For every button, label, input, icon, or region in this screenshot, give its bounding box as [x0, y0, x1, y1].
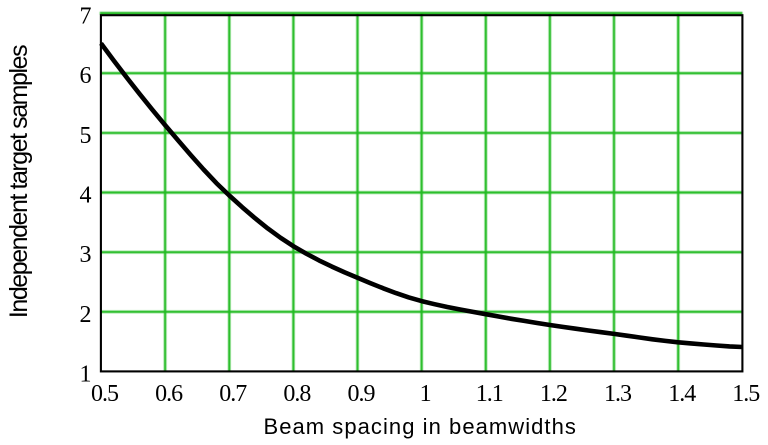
- svg-text:Independent target samples: Independent target samples: [5, 45, 33, 318]
- svg-text:1.2: 1.2: [540, 381, 567, 407]
- svg-text:0.9: 0.9: [348, 381, 376, 407]
- svg-text:0.5: 0.5: [91, 381, 119, 407]
- svg-text:Beam spacing in beamwidths: Beam spacing in beamwidths: [263, 414, 576, 439]
- svg-text:0.6: 0.6: [155, 381, 183, 407]
- svg-text:1.5: 1.5: [732, 381, 760, 407]
- svg-text:6: 6: [80, 63, 92, 89]
- svg-text:5: 5: [80, 123, 92, 149]
- svg-text:1.3: 1.3: [604, 381, 632, 407]
- svg-text:0.8: 0.8: [283, 381, 311, 407]
- svg-text:3: 3: [80, 242, 92, 268]
- svg-text:0.7: 0.7: [219, 381, 247, 407]
- svg-text:7: 7: [80, 4, 92, 30]
- svg-text:1.1: 1.1: [476, 381, 503, 407]
- svg-text:1: 1: [420, 381, 431, 407]
- svg-text:4: 4: [80, 183, 92, 209]
- svg-text:2: 2: [80, 302, 91, 328]
- svg-text:1.4: 1.4: [668, 381, 696, 407]
- svg-text:1: 1: [80, 362, 91, 388]
